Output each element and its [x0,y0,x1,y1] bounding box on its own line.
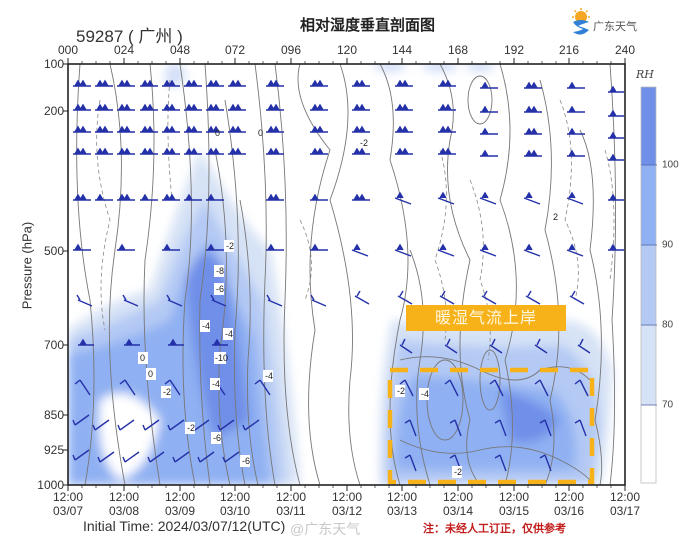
x-tick: 12:00 03/15 [498,490,530,518]
top-tick: 120 [336,43,358,57]
svg-text:-6: -6 [213,433,221,443]
colorbar-label: 90 [662,239,674,251]
logo-text: 广东天气 [593,21,637,33]
initial-time-label: Initial Time: 2024/03/07/12(UTC) [83,518,286,534]
contours [76,64,616,485]
top-tick: 216 [558,43,580,57]
top-tick: 192 [503,43,525,57]
y-tick: 1000 [37,478,64,492]
svg-text:-2: -2 [397,386,405,396]
x-tick: 12:00 03/12 [331,490,363,518]
svg-text:2: 2 [553,212,558,222]
svg-text:0: 0 [148,369,153,379]
svg-text:-8: -8 [216,266,224,276]
top-tick: 024 [113,43,135,57]
contour-labels: -2 -8 -6 -4 -4 -10 -4 0 0 -2 -2 -6 -6 -4… [138,128,558,478]
x-tick: 12:00 03/09 [164,490,196,518]
svg-text:-2: -2 [187,423,195,433]
annotation-callout: 暖湿气流上岸 [406,305,566,331]
svg-text:-2: -2 [454,467,462,477]
svg-text:0: 0 [215,128,220,138]
x-tick: 12:00 03/10 [219,490,251,518]
watermark: @广东天气 [290,521,361,537]
svg-text:-4: -4 [225,329,233,339]
top-tick: 000 [57,43,79,57]
svg-text:-2: -2 [226,241,234,251]
y-tick: 500 [43,244,64,258]
x-tick: 12:00 03/07 [52,490,84,518]
svg-text:-4: -4 [202,321,210,331]
x-tick: 12:00 03/16 [553,490,585,518]
x-tick: 12:00 03/17 [609,490,641,518]
y-tick: 700 [43,338,64,352]
svg-text:-4: -4 [421,389,429,399]
svg-text:-2: -2 [360,138,368,148]
y-tick: 200 [43,104,64,118]
x-tick: 12:00 03/11 [275,490,307,518]
rh-colorbar [640,86,657,484]
svg-text:-2: -2 [163,387,171,397]
svg-text:-10: -10 [215,353,228,363]
top-tick: 240 [614,43,636,57]
svg-text:0: 0 [258,128,263,138]
disclaimer-note: 注：未经人工订正，仅供参考 [423,523,566,535]
weather-logo-icon [568,8,648,38]
colorbar-label: 70 [662,399,674,411]
top-tick: 168 [447,43,469,57]
rh-shading: -2 -8 -6 -4 -4 -10 -4 0 0 -2 -2 -6 -6 -4… [68,64,625,485]
y-tick: 100 [43,57,64,71]
x-tick: 12:00 03/14 [442,490,474,518]
svg-text:-6: -6 [242,456,250,466]
svg-text:0: 0 [140,353,145,363]
colorbar-title: RH [636,68,654,81]
svg-text:-4: -4 [265,371,273,381]
station-label: 59287 ( 广州 ) [76,27,183,46]
svg-text:-4: -4 [212,379,220,389]
x-tick: 12:00 03/08 [108,490,140,518]
top-tick: 072 [224,43,246,57]
x-tick: 12:00 03/13 [386,490,418,518]
colorbar-label: 80 [662,319,674,331]
highlight-box [387,367,595,485]
top-tick: 144 [391,43,413,57]
top-tick: 048 [169,43,191,57]
colorbar-label: 100 [662,159,679,171]
y-tick: 850 [43,408,64,422]
wind-barbs [72,79,625,472]
svg-text:-6: -6 [216,284,224,294]
chart-title: 相对湿度垂直剖面图 [300,16,436,34]
top-tick: 096 [280,43,302,57]
y-tick: 925 [43,443,64,457]
